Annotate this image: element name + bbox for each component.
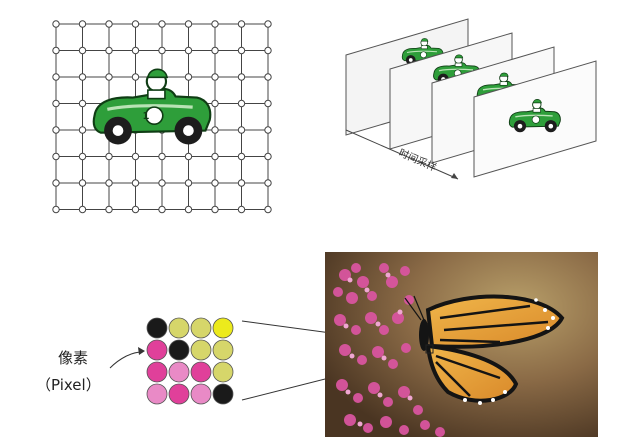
grid-sample-dot [131,20,140,28]
grid-sample-dot [131,152,140,161]
grid-sample-dot [237,99,246,108]
pixel-circle [146,361,168,383]
pixel-label-cn: 像素 [58,349,89,367]
grid-sample-dot [78,20,87,28]
pixel-pointer-arrow [109,347,145,369]
grid-sample-dot [184,205,193,214]
grid-sample-dot [264,20,272,28]
pixel-circle [168,383,190,405]
grid-sample-dot [52,179,60,187]
grid-sample-dot [105,20,113,28]
pixel-circle [212,339,234,361]
pixel-circle [146,317,168,339]
pixel-circle [168,339,190,361]
car-number: 1 [143,111,150,122]
grid-sample-dot [52,46,60,55]
pixel-circle [190,361,212,383]
grid-sample-dot [211,46,219,55]
grid-sample-dot [264,126,272,134]
pixel-circle [212,317,234,339]
grid-sample-dot [237,205,246,214]
grid-sample-dot [105,46,113,55]
grid-sample-dot [264,179,272,187]
grid-sample-dot [264,46,272,55]
grid-sample-dot [78,152,87,161]
grid-sample-dot [105,205,113,214]
grid-sample-dot [52,126,60,134]
grid-sample-dot [78,99,87,108]
zoom-region-box [425,344,434,354]
butterfly [404,294,565,405]
pixel-circle [190,383,212,405]
grid-sample-dot [184,46,193,55]
grid-sample-dot [52,205,60,214]
grid-sample-dot [78,46,87,55]
grid-sample-dot [211,179,219,187]
grid-sample-dot [105,152,113,161]
pixel-circle [212,383,234,405]
grid-sample-dot [211,20,219,28]
grid-sample-dot [158,46,166,55]
grid-sample-dot [105,179,113,187]
time-axis-arrow [345,129,459,180]
grid-sample-dot [78,73,87,81]
grid-sample-dot [237,20,246,28]
grid-sample-dot [184,152,193,161]
grid-sample-dot [52,152,60,161]
frame-4 [473,60,597,178]
grid-sample-dot [237,152,246,161]
grid-sample-dot [78,126,87,134]
grid-sample-dot [131,73,140,81]
grid-sample-dot [184,179,193,187]
grid-sample-dot [211,99,219,108]
pixel-circle [146,339,168,361]
grid-sample-dot [158,152,166,161]
grid-sample-dot [105,73,113,81]
pixel-circle [212,361,234,383]
grid-sample-dot [237,179,246,187]
grid-sample-dot [158,205,166,214]
grid-sample-dot [264,152,272,161]
pixel-circle [146,383,168,405]
pixel-circle [168,361,190,383]
grid-sample-dot [184,73,193,81]
race-car-illustration [92,67,212,147]
time-frames [345,18,597,178]
grid-sample-dot [131,205,140,214]
grid-sample-dot [184,20,193,28]
pixel-matrix [146,317,234,405]
grid-sample-dot [211,152,219,161]
grid-sample-dot [264,73,272,81]
grid-sample-dot [78,205,87,214]
grid-sample-dot [264,205,272,214]
butterfly-photo [325,252,598,437]
grid-sample-dot [52,99,60,108]
grid-sample-dot [52,73,60,81]
grid-sample-dot [264,99,272,108]
grid-sample-dot [237,73,246,81]
grid-sample-dot [52,20,60,28]
grid-sample-dot [78,179,87,187]
grid-sample-dot [131,179,140,187]
grid-sample-dot [211,126,219,134]
pixel-label-en: （Pixel） [36,376,101,394]
pixel-circle [190,339,212,361]
grid-sample-dot [131,46,140,55]
grid-sample-dot [211,73,219,81]
grid-sample-dot [211,205,219,214]
grid-sample-dot [237,126,246,134]
pixel-circle [190,317,212,339]
grid-sample-dot [158,179,166,187]
pixel-circle [168,317,190,339]
grid-sample-dot [158,20,166,28]
grid-sample-dot [237,46,246,55]
